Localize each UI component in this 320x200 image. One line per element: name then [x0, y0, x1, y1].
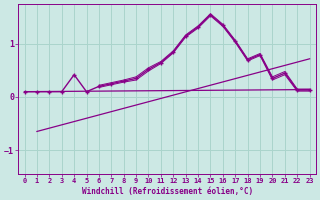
- X-axis label: Windchill (Refroidissement éolien,°C): Windchill (Refroidissement éolien,°C): [82, 187, 253, 196]
